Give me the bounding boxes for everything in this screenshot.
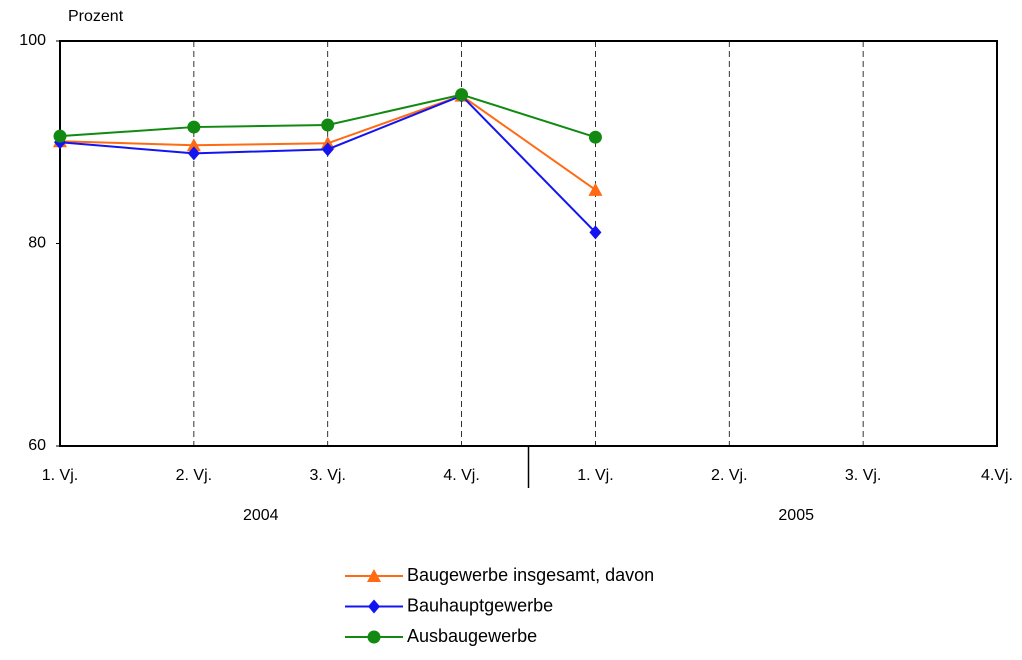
marker [53, 129, 67, 143]
x-group-label: 2005 [778, 507, 814, 524]
legend-marker [368, 599, 380, 614]
marker [588, 130, 602, 144]
x-tick-label: 1. Vj. [577, 467, 613, 484]
x-tick-label: 3. Vj. [309, 467, 345, 484]
marker [187, 146, 200, 161]
marker [186, 138, 201, 152]
x-tick-label: 2. Vj. [176, 467, 212, 484]
marker [321, 142, 334, 157]
y-tick-label: 100 [19, 32, 46, 49]
x-tick-label: 4.Vj. [981, 467, 1013, 484]
x-group-label: 2004 [243, 507, 279, 524]
marker [455, 88, 469, 102]
y-axis-label: Prozent [68, 8, 124, 25]
legend-marker [367, 569, 381, 582]
x-tick-label: 2. Vj. [711, 467, 747, 484]
marker [589, 225, 602, 240]
legend-label: Ausbaugewerbe [407, 626, 537, 646]
legend-marker [367, 630, 381, 644]
y-tick-label: 60 [28, 437, 46, 454]
x-tick-label: 3. Vj. [845, 467, 881, 484]
x-tick-label: 1. Vj. [42, 467, 78, 484]
marker [321, 118, 335, 132]
legend-label: Baugewerbe insgesamt, davon [407, 565, 654, 585]
legend-label: Bauhauptgewerbe [407, 595, 553, 615]
marker [187, 120, 201, 134]
marker [588, 182, 603, 196]
x-tick-label: 4. Vj. [443, 467, 479, 484]
y-tick-label: 80 [28, 235, 46, 252]
plot-frame [59, 40, 998, 447]
